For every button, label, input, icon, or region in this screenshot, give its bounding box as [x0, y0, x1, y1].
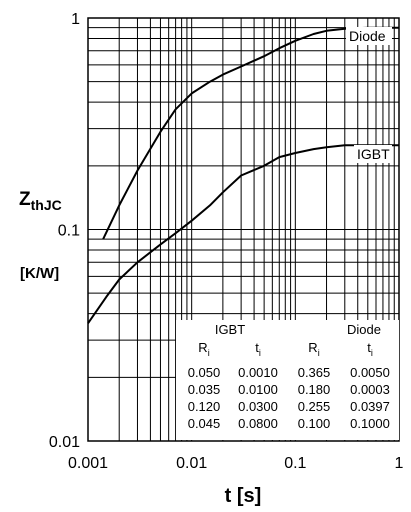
table-group-diode: Diode [347, 322, 381, 337]
series-line-diode [102, 26, 399, 240]
table-group-igbt: IGBT [215, 322, 245, 337]
curves: Diode IGBT [87, 26, 399, 324]
y-axis-label-main: Z [19, 189, 31, 210]
table-header: Ri [308, 340, 319, 358]
table-cell: 0.1000 [350, 416, 390, 431]
y-axis-unit: [K/W] [20, 265, 59, 282]
table-cell: 0.120 [188, 399, 221, 414]
series-line-igbt [87, 144, 399, 324]
y-axis-label-sub: thJC [31, 197, 62, 213]
table-cell: 0.0800 [238, 416, 278, 431]
table-cell: 0.0397 [350, 399, 390, 414]
table-cell: 0.050 [188, 365, 221, 380]
series-label-bg [354, 145, 392, 163]
y-tick-label: 0.01 [49, 434, 80, 451]
x-tick-label: 0.01 [176, 455, 207, 472]
x-tick-label: 0.001 [68, 455, 108, 472]
table-cell: 0.0010 [238, 365, 278, 380]
table-header: Ri [198, 340, 209, 358]
x-axis-label: t [s] [225, 485, 262, 507]
y-tick-label: 1 [71, 11, 80, 28]
table-header: ti [367, 340, 373, 358]
table-cell: 0.035 [188, 382, 221, 397]
table-background [176, 320, 399, 440]
table-cell: 0.180 [298, 382, 331, 397]
table-header: ti [255, 340, 261, 358]
tick-labels: 0.001 0.01 0.1 1 0.01 0.1 1 [49, 11, 404, 472]
table-cell: 0.0300 [238, 399, 278, 414]
series-label-igbt: IGBT [357, 146, 390, 162]
x-tick-label: 0.1 [284, 455, 306, 472]
parameter-table: IGBT Diode Ri ti Ri ti 0.050 0.0010 0.365 0.0050 0… [176, 320, 399, 440]
series-label-diode: Diode [349, 28, 386, 44]
y-axis-label: ZthJC [19, 189, 62, 213]
table-cell: 0.0003 [350, 382, 390, 397]
table-cell: 0.100 [298, 416, 331, 431]
plot-frame [87, 17, 400, 442]
y-tick-label: 0.1 [58, 223, 80, 240]
table-cell: 0.255 [298, 399, 331, 414]
table-cell: 0.045 [188, 416, 221, 431]
axis-labels: t [s] ZthJC [K/W] [19, 189, 261, 507]
x-tick-label: 1 [395, 455, 404, 472]
table-cell: 0.0100 [238, 382, 278, 397]
series-label-bg [346, 27, 392, 45]
table-cell: 0.0050 [350, 365, 390, 380]
table-cell: 0.365 [298, 365, 331, 380]
